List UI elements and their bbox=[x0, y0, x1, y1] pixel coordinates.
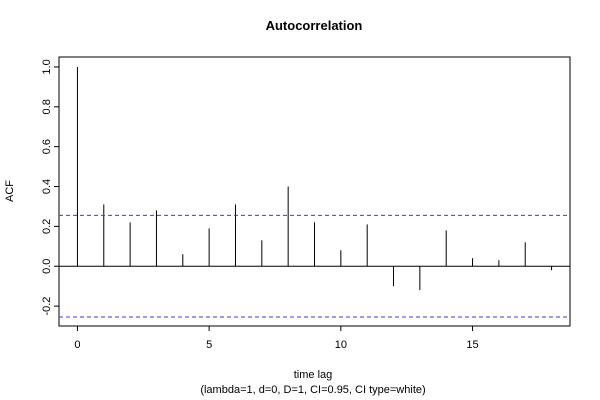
y-tick-label: 0.4 bbox=[41, 179, 53, 194]
acf-bars bbox=[59, 66, 570, 291]
y-tick-label: -0.2 bbox=[41, 297, 53, 316]
y-tick-label: 0.6 bbox=[41, 139, 53, 154]
chart-title: Autocorrelation bbox=[266, 18, 363, 33]
y-tick-label: 0.8 bbox=[41, 99, 53, 114]
y-tick-label: 0.2 bbox=[41, 219, 53, 234]
x-tick-label: 15 bbox=[466, 339, 478, 351]
y-axis-label: ACF bbox=[4, 180, 16, 202]
y-tick-label: 1.0 bbox=[41, 59, 53, 74]
x-tick-label: 5 bbox=[206, 339, 212, 351]
y-tick-label: 0.0 bbox=[41, 259, 53, 274]
x-axis: 0 5 10 15 bbox=[74, 325, 479, 351]
y-axis: -0.2 0.0 0.2 0.4 0.6 0.8 1.0 bbox=[41, 59, 60, 316]
plot-frame bbox=[58, 56, 571, 327]
x-axis-subtitle: (lambda=1, d=0, D=1, CI=0.95, CI type=wh… bbox=[200, 384, 425, 396]
x-tick-label: 10 bbox=[335, 339, 347, 351]
x-axis-label: time lag bbox=[294, 369, 333, 381]
confidence-lines bbox=[59, 214, 570, 318]
x-tick-label: 0 bbox=[74, 339, 80, 351]
